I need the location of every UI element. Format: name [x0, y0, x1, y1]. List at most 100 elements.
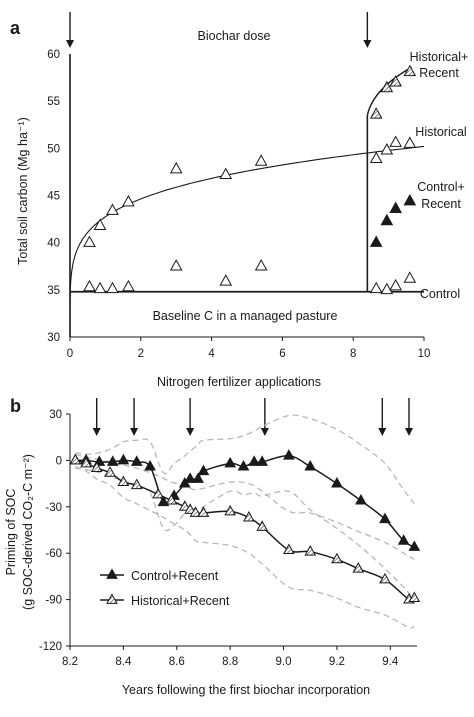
fertilizer-arrow	[92, 398, 101, 436]
panel-a: a Total soil carbon (Mg ha⁻¹) 3035404550…	[10, 12, 468, 389]
control-point	[403, 271, 417, 283]
panel-b-y-axis-title-line1: Priming of SOC	[4, 489, 18, 576]
panel-b-y-tick-label: -90	[45, 595, 62, 607]
panel-b-y-tick-label: 30	[49, 409, 62, 421]
historical-point	[83, 235, 96, 247]
historical_recent-point	[380, 80, 394, 93]
biochar-dose-arrow-head	[363, 40, 372, 48]
historical-recent-label-line2: Recent	[419, 66, 459, 80]
control-recent-point	[224, 456, 237, 468]
control-recent-point	[117, 453, 130, 465]
historical-recent-point	[408, 591, 421, 602]
panel-b-x-tick-label: 9.2	[329, 656, 345, 668]
control-recent-point	[184, 472, 196, 483]
control-recent-point	[106, 455, 119, 466]
panel-b-x-tick-label: 8.4	[115, 656, 132, 668]
fertilizer-arrow-head	[378, 428, 387, 436]
control-recent-point	[248, 455, 261, 466]
historical-recent-point	[69, 453, 82, 465]
historical-recent-point	[165, 494, 178, 505]
control-recent-point	[397, 534, 410, 545]
historical_recent-point	[369, 107, 383, 119]
control-label: Control	[420, 287, 460, 301]
panel-a-y-tick-label: 45	[47, 191, 60, 203]
control_recent-point	[369, 235, 383, 247]
fertilizer-arrow	[260, 398, 269, 436]
historical-point	[219, 167, 233, 180]
historical-recent-point	[304, 545, 317, 556]
biochar-dose-arrow	[66, 12, 74, 48]
control-point	[254, 259, 268, 271]
panel-b-confidence-bands	[75, 414, 415, 629]
fertilizer-arrow	[186, 398, 195, 436]
panel-b-data-points	[69, 449, 421, 604]
panel-a-y-tick-label: 60	[47, 49, 60, 61]
panel-b-y-tick-label: -60	[45, 548, 62, 560]
historical-recent-point	[331, 552, 343, 564]
panel-a-y-tick-label: 50	[47, 143, 60, 155]
panel-b: b Priming of SOC (g SOC-derived CO₂-C m⁻…	[4, 396, 421, 697]
historical-recent-point	[189, 506, 202, 517]
panel-b-x-tick-label: 8.8	[222, 656, 238, 668]
control-recent-point	[256, 455, 269, 466]
historical-recent-point	[80, 456, 92, 468]
historical-recent-point	[256, 520, 269, 531]
panel-a-x-tick-label: 8	[350, 348, 356, 360]
historical-point	[122, 194, 135, 207]
panel-b-x-axis-title: Years following the first biochar incorp…	[122, 683, 370, 697]
historical-recent-point	[104, 466, 116, 477]
legend-historical-recent-marker	[106, 593, 118, 604]
control-recent-point	[283, 449, 295, 460]
control-recent-point	[331, 476, 343, 488]
fertilizer-arrow-head	[404, 428, 413, 436]
panel-a-y-tick-label: 35	[47, 285, 60, 297]
legend-historical-recent-label: Historical+Recent	[131, 594, 230, 608]
historical-recent-point	[178, 500, 191, 511]
control-recent-lower-band	[75, 467, 415, 601]
control-recent-point	[192, 472, 204, 483]
historical-recent-point	[197, 506, 210, 517]
baseline-c-label: Baseline C in a managed pasture	[153, 309, 338, 323]
panel-a-x-tick-label: 0	[67, 348, 73, 360]
fertilizer-arrow-head	[92, 428, 101, 436]
historical-point	[403, 136, 417, 148]
panel-a-y-tick-label: 55	[47, 96, 60, 108]
historical-fit-curve	[69, 145, 425, 337]
control-point	[169, 259, 183, 271]
historical-recent-point	[90, 461, 103, 473]
control_recent-point	[380, 213, 394, 226]
legend-control-recent-label: Control+Recent	[131, 569, 219, 583]
panel-b-y-axis-title-line2: (g SOC-derived CO₂-C m⁻²)	[21, 454, 35, 610]
control-recent-upper-band	[75, 414, 415, 505]
control-point	[122, 279, 135, 292]
panel-a-biochar-dose-arrows	[66, 12, 372, 48]
biochar-dose-label: Biochar dose	[198, 29, 271, 43]
historical_recent-point	[389, 75, 403, 87]
control-point	[380, 282, 394, 295]
historical-recent-point	[184, 503, 196, 514]
control_recent-point	[389, 201, 403, 213]
panel-a-x-tick-label: 6	[279, 348, 285, 360]
control-recent-point	[304, 459, 317, 471]
control-point	[219, 274, 233, 286]
biochar-dose-arrow	[363, 12, 372, 48]
historical-point	[369, 151, 383, 163]
panel-a-data-points	[83, 64, 417, 295]
fertilizer-arrow-head	[130, 428, 139, 436]
fertilizer-arrow	[378, 398, 387, 436]
nitrogen-fertilizer-label: Nitrogen fertilizer applications	[157, 375, 321, 389]
control-recent-point	[408, 540, 421, 551]
historical-point	[169, 161, 183, 174]
panel-a-axes: 30 35 40 45 50 55 60 0 2 4 6 8 10	[47, 49, 430, 360]
panel-a-y-tick-label: 40	[47, 238, 60, 250]
historical-point	[106, 203, 119, 215]
historical-recent-point	[152, 487, 164, 499]
historical-recent-point	[224, 504, 237, 516]
historical-recent-label-line1: Historical+	[410, 50, 469, 64]
legend-control-recent-marker	[106, 568, 118, 579]
control-recent-point	[197, 464, 210, 476]
historical-label: Historical	[415, 125, 466, 139]
historical_recent-point	[403, 64, 417, 77]
historical-point	[93, 218, 107, 230]
fertilizer-arrow	[130, 398, 139, 436]
